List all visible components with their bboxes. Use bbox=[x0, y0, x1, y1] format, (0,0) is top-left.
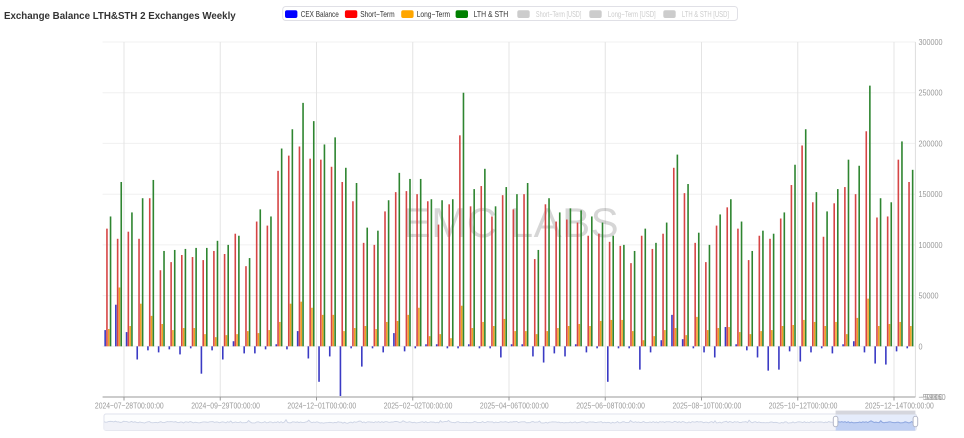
svg-text:Short−Term [USD]: Short−Term [USD] bbox=[536, 11, 582, 19]
svg-text:−50000: −50000 bbox=[919, 392, 944, 402]
svg-text:2025−06−08T00:00:00: 2025−06−08T00:00:00 bbox=[576, 401, 645, 411]
svg-text:EMC LABS: EMC LABS bbox=[403, 199, 619, 246]
svg-text:Long−Term [USD]: Long−Term [USD] bbox=[608, 11, 656, 19]
svg-text:Exchange Balance LTH&STH 2 Exc: Exchange Balance LTH&STH 2 Exchanges Wee… bbox=[4, 11, 236, 22]
svg-text:50000: 50000 bbox=[919, 291, 940, 301]
svg-text:2024−07−28T00:00:00: 2024−07−28T00:00:00 bbox=[95, 401, 164, 411]
svg-text:100000: 100000 bbox=[919, 240, 944, 250]
svg-text:LTH & STH: LTH & STH bbox=[474, 9, 509, 19]
svg-text:300000: 300000 bbox=[919, 37, 944, 47]
svg-text:0: 0 bbox=[919, 342, 924, 352]
svg-text:2024−12−01T00:00:00: 2024−12−01T00:00:00 bbox=[287, 401, 356, 411]
svg-text:2025−08−10T00:00:00: 2025−08−10T00:00:00 bbox=[673, 401, 742, 411]
svg-text:2024−09−29T00:00:00: 2024−09−29T00:00:00 bbox=[191, 401, 260, 411]
svg-text:Long−Term: Long−Term bbox=[417, 9, 450, 19]
svg-text:2025−02−02T00:00:00: 2025−02−02T00:00:00 bbox=[384, 401, 453, 411]
svg-text:200000: 200000 bbox=[919, 139, 944, 149]
svg-text:2025−10−12T00:00:00: 2025−10−12T00:00:00 bbox=[769, 401, 838, 411]
svg-text:LTH & STH [USD]: LTH & STH [USD] bbox=[682, 11, 729, 19]
svg-text:150000: 150000 bbox=[919, 190, 944, 200]
svg-text:2025−04−06T00:00:00: 2025−04−06T00:00:00 bbox=[480, 401, 549, 411]
svg-text:2025−12−14T00:00:00: 2025−12−14T00:00:00 bbox=[865, 401, 934, 411]
svg-text:250000: 250000 bbox=[919, 88, 944, 98]
svg-text:Short−Term: Short−Term bbox=[360, 9, 394, 19]
svg-text:−59860: −59860 bbox=[921, 393, 947, 403]
svg-text:CEX Balance: CEX Balance bbox=[301, 9, 339, 19]
